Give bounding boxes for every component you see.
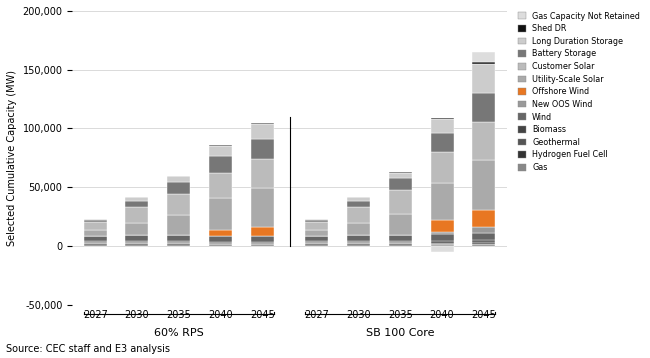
Bar — [305, 241, 328, 242]
Bar — [389, 243, 411, 246]
Bar — [305, 219, 328, 222]
Bar — [84, 242, 107, 243]
Bar — [125, 241, 148, 242]
Bar — [430, 241, 454, 243]
Bar — [209, 146, 232, 156]
Bar — [347, 242, 370, 243]
Bar — [347, 207, 370, 223]
Bar — [251, 123, 274, 125]
Bar — [251, 243, 274, 244]
Bar — [473, 233, 495, 240]
Bar — [305, 236, 328, 241]
Bar — [473, 242, 495, 244]
Bar — [125, 207, 148, 223]
Bar — [125, 243, 148, 246]
Bar — [167, 235, 190, 241]
Bar — [473, 227, 495, 233]
Bar — [209, 230, 232, 236]
Bar — [251, 188, 274, 227]
Bar — [430, 119, 454, 134]
Bar — [84, 219, 107, 222]
Bar — [430, 243, 454, 244]
Bar — [389, 179, 411, 190]
Bar — [167, 194, 190, 215]
Bar — [347, 201, 370, 207]
Bar — [347, 235, 370, 241]
Bar — [430, 183, 454, 220]
Bar — [430, 220, 454, 232]
Bar — [209, 145, 232, 146]
Bar — [347, 243, 370, 246]
Y-axis label: Selected Cumulative Capacity (MW): Selected Cumulative Capacity (MW) — [7, 70, 17, 246]
Bar — [209, 244, 232, 246]
Bar — [347, 197, 370, 201]
Bar — [209, 243, 232, 244]
Bar — [251, 244, 274, 246]
Bar — [251, 236, 274, 242]
Bar — [84, 236, 107, 241]
Bar — [473, 240, 495, 242]
Bar — [84, 241, 107, 242]
Bar — [209, 173, 232, 198]
Bar — [251, 227, 274, 236]
Bar — [389, 242, 411, 243]
Bar — [473, 160, 495, 210]
Bar — [389, 172, 411, 173]
Bar — [209, 156, 232, 173]
Bar — [209, 198, 232, 230]
Bar — [167, 243, 190, 246]
Bar — [389, 190, 411, 214]
Bar — [430, 134, 454, 152]
Bar — [473, 64, 495, 93]
Bar — [473, 52, 495, 62]
Bar — [125, 197, 148, 201]
Bar — [389, 173, 411, 179]
Bar — [473, 93, 495, 122]
Bar — [430, 246, 454, 252]
Legend: Gas Capacity Not Retained, Shed DR, Long Duration Storage, Battery Storage, Cust: Gas Capacity Not Retained, Shed DR, Long… — [515, 9, 642, 174]
Text: 60% RPS: 60% RPS — [154, 328, 203, 338]
Bar — [167, 176, 190, 182]
Bar — [389, 214, 411, 235]
Bar — [125, 223, 148, 235]
Bar — [430, 234, 454, 241]
Text: SB 100 Core: SB 100 Core — [366, 328, 434, 338]
Text: Source: CEC staff and E3 analysis: Source: CEC staff and E3 analysis — [6, 344, 170, 354]
Bar — [305, 222, 328, 230]
Bar — [167, 241, 190, 242]
Bar — [347, 241, 370, 242]
Bar — [84, 243, 107, 246]
Bar — [430, 118, 454, 119]
Bar — [389, 241, 411, 242]
Bar — [125, 235, 148, 241]
Bar — [167, 182, 190, 194]
Bar — [251, 125, 274, 139]
Bar — [305, 243, 328, 246]
Bar — [251, 139, 274, 159]
Bar — [305, 230, 328, 236]
Bar — [473, 244, 495, 246]
Bar — [84, 230, 107, 236]
Bar — [473, 62, 495, 64]
Bar — [473, 210, 495, 227]
Bar — [209, 236, 232, 242]
Bar — [430, 152, 454, 183]
Bar — [251, 242, 274, 243]
Bar — [84, 222, 107, 230]
Bar — [125, 201, 148, 207]
Bar — [389, 235, 411, 241]
Bar — [209, 242, 232, 243]
Bar — [473, 122, 495, 160]
Bar — [167, 242, 190, 243]
Bar — [430, 244, 454, 246]
Bar — [430, 232, 454, 234]
Bar — [305, 242, 328, 243]
Bar — [167, 215, 190, 235]
Bar — [251, 159, 274, 188]
Bar — [347, 223, 370, 235]
Bar — [125, 242, 148, 243]
